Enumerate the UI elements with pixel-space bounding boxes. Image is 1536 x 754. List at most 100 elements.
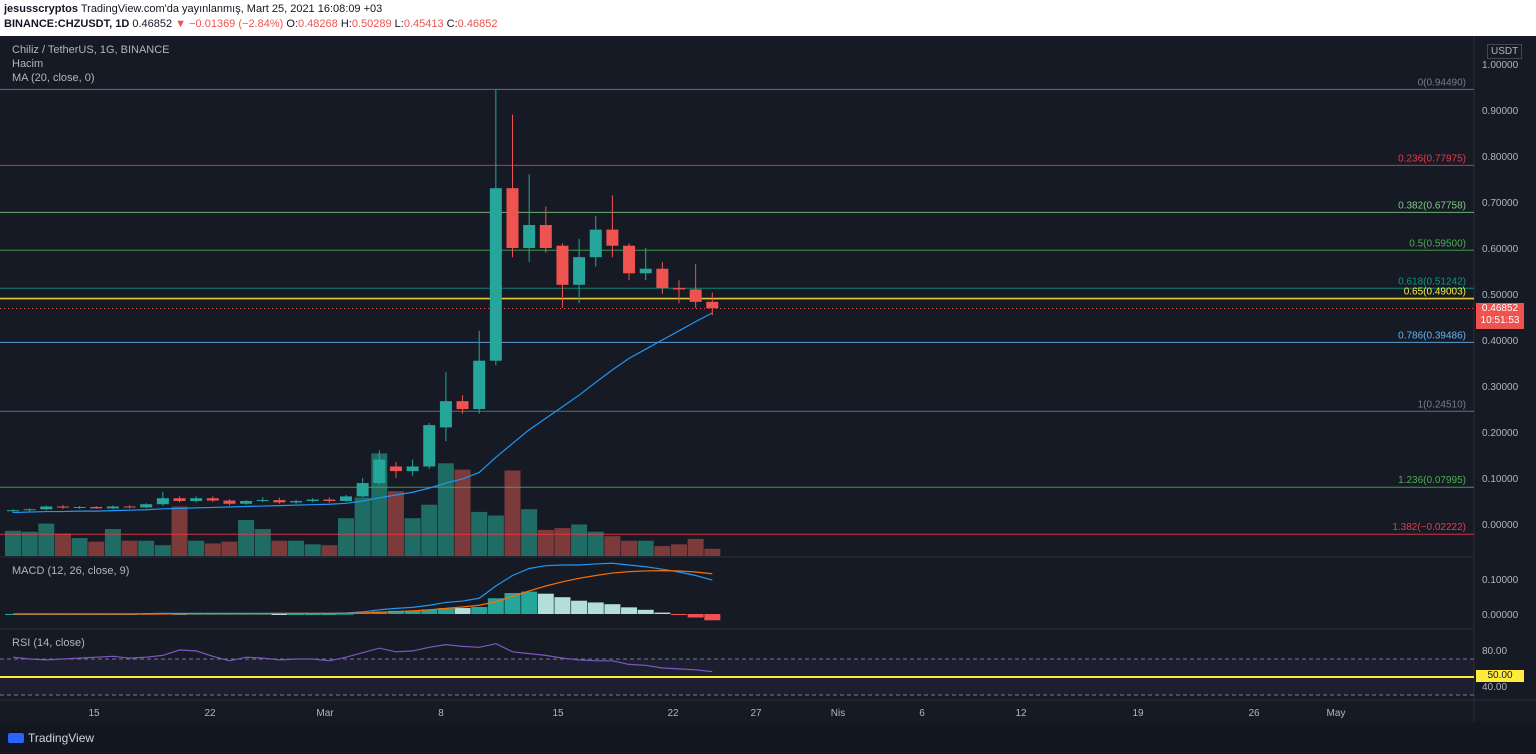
macd-histogram-bar bbox=[404, 610, 421, 614]
ma-legend[interactable]: MA (20, close, 0) bbox=[12, 72, 95, 84]
volume-bar bbox=[387, 491, 404, 556]
time-axis-label: 22 bbox=[204, 708, 216, 719]
candle-body bbox=[40, 506, 53, 510]
price-change: ▼ −0.01369 (−2.84%) bbox=[175, 18, 284, 30]
macd-axis-tick: 0.00000 bbox=[1482, 610, 1519, 621]
macd-histogram-bar bbox=[288, 614, 305, 615]
macd-histogram-bar bbox=[421, 609, 438, 614]
candle-body bbox=[7, 510, 19, 512]
candle-body bbox=[173, 498, 186, 501]
candle-body bbox=[290, 501, 303, 503]
candle-body bbox=[656, 268, 669, 289]
macd-histogram-bar bbox=[387, 610, 404, 614]
rsi-legend[interactable]: RSI (14, close) bbox=[12, 637, 85, 649]
footer: TradingView bbox=[0, 722, 1536, 754]
macd-histogram-bar bbox=[437, 608, 454, 614]
price-axis-tick: 1.00000 bbox=[1482, 60, 1519, 71]
symbol-label: BINANCE:CHZUSDT, 1D bbox=[4, 18, 130, 30]
candle-body bbox=[156, 498, 169, 505]
volume-bar bbox=[104, 529, 121, 556]
volume-bar bbox=[321, 545, 338, 556]
candle-body bbox=[589, 229, 602, 258]
volume-bar bbox=[271, 540, 288, 556]
fib-level-label: 1(0.24510) bbox=[1418, 399, 1466, 410]
volume-bar bbox=[38, 523, 55, 556]
publish-header: jesusscryptos TradingView.com'da yayınla… bbox=[0, 0, 1536, 36]
macd-histogram-bar bbox=[621, 607, 638, 614]
volume-bar bbox=[154, 545, 171, 556]
volume-bar bbox=[171, 506, 188, 556]
volume-bar bbox=[587, 531, 604, 556]
volume-bar bbox=[687, 538, 704, 556]
volume-bar bbox=[254, 529, 271, 556]
macd-histogram-bar bbox=[671, 614, 687, 616]
macd-histogram-bar bbox=[704, 614, 721, 621]
last-price: 0.46852 bbox=[132, 18, 173, 30]
candle-body bbox=[406, 466, 419, 472]
time-axis-label: 19 bbox=[1132, 708, 1144, 719]
volume-bar bbox=[704, 548, 721, 556]
time-axis-label: 12 bbox=[1015, 708, 1027, 719]
current-price-tag: 0.46852 10:51:53 bbox=[1476, 303, 1524, 329]
macd-histogram-bar bbox=[571, 600, 588, 614]
low-value: 0.45413 bbox=[403, 18, 444, 30]
fib-level-label: 0.618(0.51242) bbox=[1398, 276, 1466, 287]
volume-bar bbox=[288, 540, 305, 556]
macd-signal-line bbox=[13, 569, 713, 615]
time-axis-label: May bbox=[1327, 708, 1346, 719]
candle-body bbox=[140, 504, 153, 508]
volume-bar bbox=[621, 540, 638, 556]
price-axis-tick: 0.00000 bbox=[1482, 520, 1519, 531]
currency-button[interactable]: USDT bbox=[1487, 44, 1523, 59]
candle-body bbox=[473, 360, 486, 409]
macd-histogram-bar bbox=[604, 604, 621, 614]
macd-legend[interactable]: MACD (12, 26, close, 9) bbox=[12, 565, 130, 577]
macd-histogram-bar bbox=[454, 608, 471, 614]
symbol-legend[interactable]: Chiliz / TetherUS, 1G, BINANCE bbox=[12, 44, 170, 56]
candle-body bbox=[23, 509, 36, 511]
price-axis-tick: 0.60000 bbox=[1482, 244, 1519, 255]
time-axis-label: 27 bbox=[750, 708, 762, 719]
candle-body bbox=[206, 498, 219, 501]
candle-body bbox=[623, 245, 636, 274]
candle-body bbox=[323, 499, 336, 501]
tradingview-logo[interactable]: TradingView bbox=[8, 731, 94, 745]
time-axis-label: Mar bbox=[316, 708, 334, 719]
volume-bar bbox=[437, 463, 454, 556]
candle-body bbox=[90, 506, 103, 509]
volume-bar bbox=[571, 524, 588, 556]
ma-line bbox=[12, 312, 713, 514]
chart-canvas[interactable]: 0(0.94490) 0.236(0.77975) 0.382(0.67758) 0.… bbox=[0, 36, 1536, 722]
fib-level-label: 0(0.94490) bbox=[1418, 77, 1466, 88]
price-axis-tick: 0.90000 bbox=[1482, 106, 1519, 117]
time-axis-label: 8 bbox=[438, 708, 444, 719]
candle-body bbox=[639, 268, 652, 274]
author-name[interactable]: jesusscryptos bbox=[4, 3, 78, 15]
rsi-axis-tick: 80.00 bbox=[1482, 646, 1507, 657]
volume-bar bbox=[454, 469, 471, 556]
volume-bar bbox=[671, 544, 687, 556]
volume-bar bbox=[188, 540, 205, 556]
fib-level-label: 1.236(0.07995) bbox=[1398, 475, 1466, 486]
volume-bar bbox=[354, 497, 371, 556]
fib-level-label: 0.236(0.77975) bbox=[1398, 153, 1466, 164]
fib-level-label: 0.65(0.49003) bbox=[1404, 287, 1466, 298]
price-axis-tick: 0.10000 bbox=[1482, 474, 1519, 485]
candle-body bbox=[223, 500, 236, 504]
macd-histogram-bar bbox=[471, 607, 488, 614]
volume-bar bbox=[304, 544, 321, 556]
candle-body bbox=[340, 496, 352, 501]
volume-bar bbox=[5, 530, 21, 556]
fib-level-label: 0.5(0.59500) bbox=[1409, 238, 1466, 249]
candle-body bbox=[523, 225, 536, 248]
low-label: L: bbox=[394, 18, 404, 30]
volume-bar bbox=[138, 540, 155, 556]
chart-area[interactable]: 0(0.94490) 0.236(0.77975) 0.382(0.67758) 0.… bbox=[0, 36, 1536, 722]
price-axis-tick: 0.70000 bbox=[1482, 198, 1519, 209]
time-axis-label: 22 bbox=[667, 708, 679, 719]
candle-body bbox=[73, 506, 86, 508]
candle-body bbox=[256, 500, 269, 502]
volume-legend[interactable]: Hacim bbox=[12, 58, 44, 70]
volume-bar bbox=[521, 509, 538, 556]
candle-body bbox=[356, 483, 369, 497]
